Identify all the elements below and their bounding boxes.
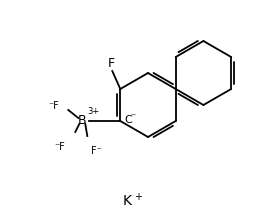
Text: +: +: [134, 192, 142, 202]
Text: F⁻: F⁻: [91, 146, 102, 156]
Text: ⁻F: ⁻F: [49, 101, 59, 111]
Text: C: C: [124, 115, 132, 125]
Text: ⁻F: ⁻F: [54, 142, 65, 152]
Text: ⁻: ⁻: [130, 112, 135, 122]
Text: K: K: [123, 194, 132, 208]
Text: F: F: [108, 57, 115, 70]
Text: 3+: 3+: [87, 107, 100, 116]
Text: B: B: [78, 114, 87, 128]
